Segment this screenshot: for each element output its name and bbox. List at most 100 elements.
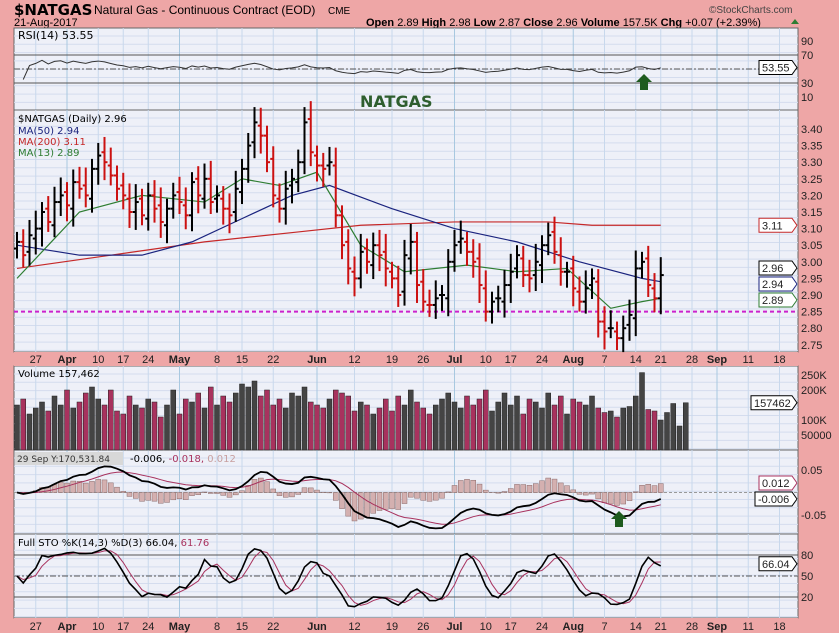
ohlc-bar [376,229,383,272]
volume-bar [345,395,351,451]
up-triangle-icon [791,19,799,24]
macd-histogram-bar [483,489,489,493]
ohlc-bar [157,187,164,238]
price-panel [13,109,799,353]
date-tick-label: 28 [686,621,698,633]
macd-histogram-bar [526,484,533,493]
ohlc-bar [607,310,614,339]
ohlc-bar [32,210,39,255]
ohlc-bar [420,269,427,312]
price-tick-label: 3.00 [801,257,822,269]
tag-text: -0.006 [758,494,789,506]
tag-box [758,556,798,572]
macd-histogram-bar [470,479,476,493]
volume-bar [183,398,189,451]
volume-bar [208,386,214,451]
volume-bar [570,398,576,451]
ohlc-bar [332,147,339,228]
exchange: CME [328,6,351,17]
macd-histogram-bar [383,492,389,510]
volume-tick-label: 250K [801,370,827,382]
ohlc-bar [595,269,602,338]
ohlc-bar [26,219,33,266]
volume-bar [301,386,308,451]
ohlc-bar [357,233,364,289]
volume-bar [464,395,470,451]
macd-histogram-bar [583,492,589,496]
date-tick-label: 8 [214,621,220,633]
volume-bar [589,395,595,451]
ohlc-bar [257,107,264,154]
macd-signal-value: -0.018, [169,454,204,465]
sto-k-line [16,547,662,608]
macd-value: -0.006, [130,454,165,465]
close-value: 2.96 [556,17,577,29]
ohlc-bar [601,306,608,350]
price-tick-label: 3.05 [801,240,822,252]
macd-tag: -0.006 [754,491,798,507]
volume-bar [670,403,676,451]
ohlc-bar [164,198,170,244]
volume-bar [108,389,114,451]
macd-histogram-bar [495,492,501,494]
macd-up-arrow-icon [611,511,627,527]
date-tick-label: 15 [236,621,248,633]
ohlc-bar [114,165,120,201]
macd-histogram-bar [364,492,370,518]
sto-tick-label: 20 [801,592,813,604]
macd-histogram-bar [64,482,70,493]
low-label: Low [474,17,496,29]
ohlc-bar [57,177,64,216]
volume-bar [239,383,245,451]
ohlc-bar [120,172,127,210]
ohlc-bar [351,256,358,297]
date-tick-label: 24 [536,354,548,366]
ohlc-bar [126,183,133,228]
volume-bar [545,392,551,451]
macd-histogram-bar [133,492,139,499]
price-tick-label: 2.95 [801,273,822,285]
ohlc-bar [395,265,402,307]
open-label: Open [366,17,394,29]
volume-bar [520,413,526,451]
sto-tag: 66.04 [758,556,798,572]
volume-bar [126,395,133,451]
date-tick-label: 15 [236,354,248,366]
macd-histogram-bar [214,492,220,494]
sto-k-label: Full STO %K(14,3) %D(3) 66.04, [18,538,177,549]
natgas-annotation: NATGAS [360,92,432,111]
date-tick-label: 17 [505,354,517,366]
volume-bar [601,412,608,451]
ohlc-bar [232,170,239,222]
date-tick-label: 10 [92,621,104,633]
volume-bar [439,398,445,451]
macd-histogram-bar [426,492,433,502]
macd-histogram-bar [558,482,564,493]
macd-histogram-bar [620,492,626,505]
ohlc-bar [289,168,295,204]
date-tick-label: Jul [447,621,463,633]
macd-histogram-bar [158,492,164,504]
volume-bar [83,392,89,451]
volume-tick-label: 50000 [801,430,832,442]
ohlc-bar [507,253,514,303]
macd-histogram-bar [308,487,314,493]
ohlc-bar [307,101,314,167]
volume-bar [514,395,520,451]
macd-histogram-bar [658,483,664,493]
macd-histogram-bar [220,492,226,496]
volume-bar [639,372,645,451]
rsi-tick-label: 70 [801,50,813,62]
ohlc-bar [107,147,114,186]
volume-bar [89,386,95,451]
date-tick-label: 22 [267,354,279,366]
macd-histogram-bar [245,484,251,493]
macd-histogram-bar [189,492,195,496]
macd-histogram-bar [508,488,514,493]
price-legend: $NATGAS (Daily) 2.96 [18,114,127,125]
ohlc-bar [457,220,464,254]
quote-summary: Open 2.89 High 2.98 Low 2.87 Close 2.96 … [366,17,761,29]
volume-bar [495,401,501,451]
ohlc-bar [520,245,527,288]
